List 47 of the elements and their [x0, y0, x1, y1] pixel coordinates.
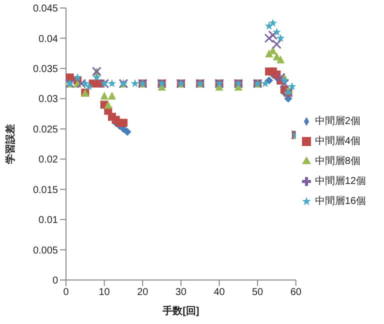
y-tick-label: 0.02	[38, 154, 58, 166]
y-axis-title: 学習誤差	[4, 124, 17, 164]
x-tick-label: 30	[175, 287, 187, 298]
x-tick-label: 60	[290, 287, 302, 298]
point	[130, 79, 140, 88]
point	[264, 33, 274, 43]
y-tick-label: 0.005	[32, 245, 58, 256]
point	[280, 76, 289, 84]
point	[119, 118, 128, 127]
point	[100, 92, 108, 100]
point	[104, 100, 112, 109]
point	[123, 128, 132, 136]
x-tick-label: 20	[137, 287, 149, 298]
point	[288, 82, 296, 90]
point	[276, 34, 285, 42]
point	[73, 73, 82, 82]
x-tick-label: 0	[63, 287, 70, 298]
point	[268, 18, 278, 27]
point	[272, 28, 281, 36]
legend-label: 中間層2個	[314, 116, 360, 127]
point	[108, 92, 116, 100]
y-tick-label: 0.035	[32, 64, 58, 75]
point	[92, 73, 101, 82]
point	[76, 78, 86, 88]
legend-label: 中間層8個	[314, 156, 360, 167]
y-tick-label: 0	[52, 276, 58, 287]
point	[268, 30, 278, 40]
legend-label: 中間層12個	[314, 176, 366, 187]
point	[261, 79, 270, 88]
x-tick-label: 50	[252, 287, 264, 298]
legend-label: 中間層16個	[314, 196, 366, 207]
y-tick-label: 0.025	[32, 124, 58, 136]
y-tick-label: 0.045	[32, 4, 58, 15]
y-tick-label: 0.01	[38, 215, 58, 226]
point	[276, 55, 285, 64]
point	[108, 79, 116, 88]
y-tick-label: 0.015	[32, 184, 58, 196]
point	[84, 82, 94, 90]
x-axis-title: 手数[回]	[162, 305, 200, 317]
point	[80, 79, 90, 88]
x-tick-label: 10	[98, 287, 110, 298]
point	[272, 40, 282, 50]
x-tick-label: 40	[214, 287, 226, 298]
legend-label: 中間層4個	[314, 136, 360, 147]
y-tick-label: 0.03	[38, 94, 58, 106]
y-tick-label: 0.04	[38, 34, 58, 45]
point	[280, 78, 290, 88]
